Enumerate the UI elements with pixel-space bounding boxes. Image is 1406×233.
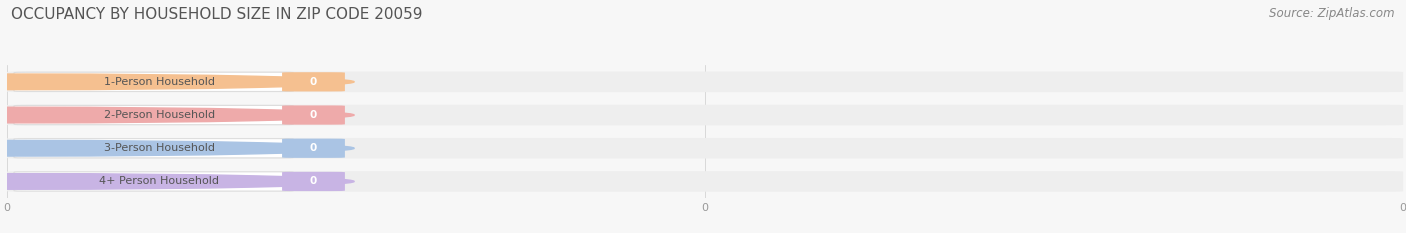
Circle shape [0, 174, 354, 189]
Text: 3-Person Household: 3-Person Household [104, 143, 215, 153]
FancyBboxPatch shape [283, 72, 344, 92]
Text: 0: 0 [309, 110, 318, 120]
Text: Source: ZipAtlas.com: Source: ZipAtlas.com [1270, 7, 1395, 20]
FancyBboxPatch shape [283, 172, 344, 191]
Text: 0: 0 [309, 143, 318, 153]
FancyBboxPatch shape [7, 105, 1403, 125]
Text: 2-Person Household: 2-Person Household [104, 110, 215, 120]
Text: 0: 0 [309, 176, 318, 186]
Text: OCCUPANCY BY HOUSEHOLD SIZE IN ZIP CODE 20059: OCCUPANCY BY HOUSEHOLD SIZE IN ZIP CODE … [11, 7, 423, 22]
Text: 0: 0 [309, 77, 318, 87]
Circle shape [0, 140, 354, 156]
Circle shape [0, 107, 354, 123]
FancyBboxPatch shape [7, 171, 1403, 192]
Text: 4+ Person Household: 4+ Person Household [100, 176, 219, 186]
FancyBboxPatch shape [14, 72, 294, 92]
FancyBboxPatch shape [283, 105, 344, 125]
Text: 1-Person Household: 1-Person Household [104, 77, 215, 87]
FancyBboxPatch shape [283, 139, 344, 158]
FancyBboxPatch shape [14, 139, 294, 158]
FancyBboxPatch shape [7, 138, 1403, 158]
FancyBboxPatch shape [14, 105, 294, 125]
FancyBboxPatch shape [14, 172, 294, 191]
Circle shape [0, 74, 354, 90]
FancyBboxPatch shape [7, 72, 1403, 92]
